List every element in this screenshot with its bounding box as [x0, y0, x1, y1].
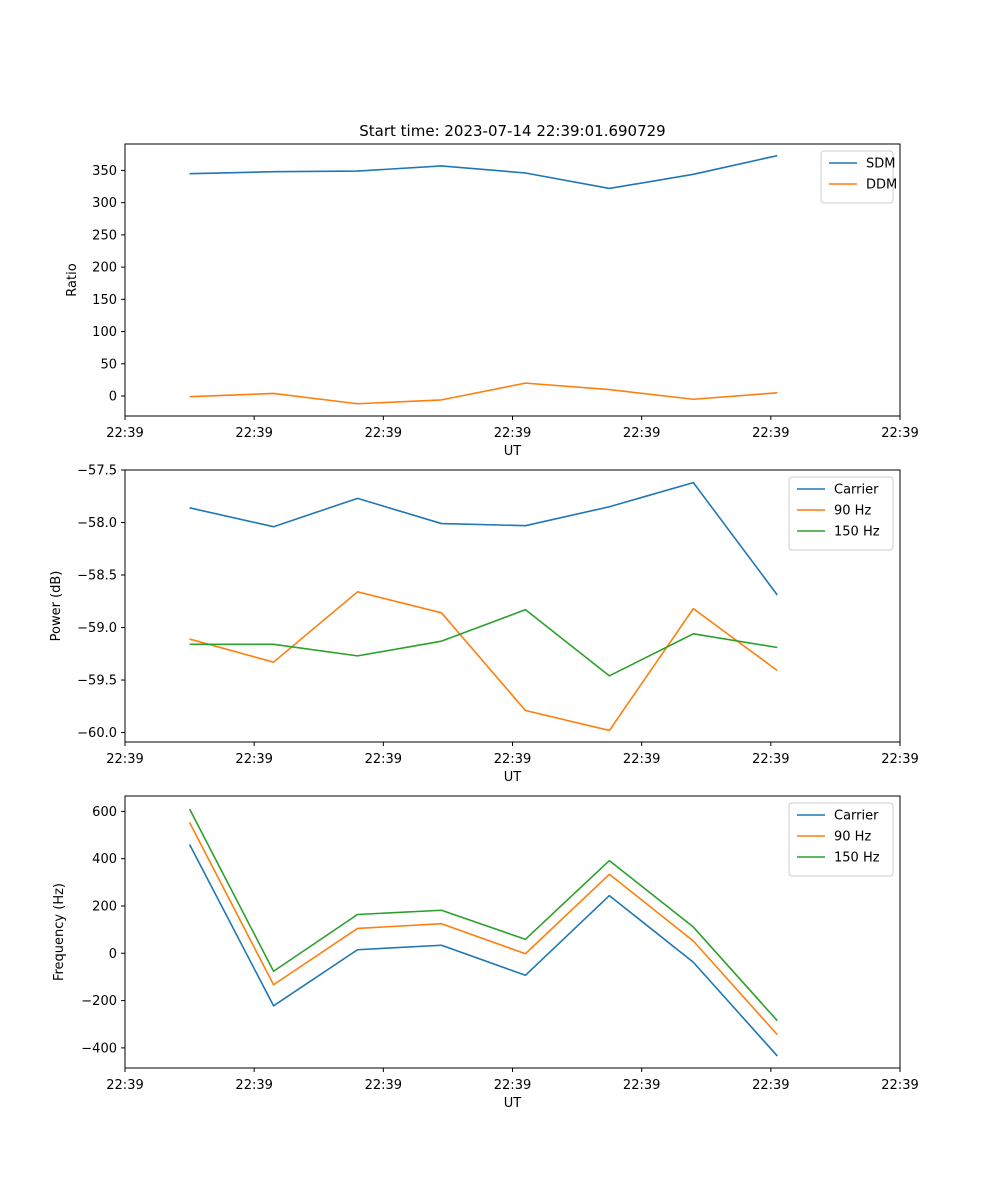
legend: Carrier 90 Hz 150 Hz: [788, 802, 894, 877]
axes-frame: [124, 469, 901, 743]
y-tick-label: 150: [92, 293, 117, 308]
legend: SDM DDM: [820, 150, 897, 204]
x-tick-label: 22:39: [494, 752, 531, 767]
x-axis-label: UT: [504, 770, 522, 785]
y-axis-label: Ratio: [65, 263, 80, 296]
legend-box: [820, 150, 894, 204]
y-tick-label: −57.5: [77, 464, 117, 479]
y-tick-label: −58.0: [77, 516, 117, 531]
y-tick-label: −58.5: [77, 569, 117, 584]
x-tick-label: 22:39: [494, 426, 531, 441]
y-axis-label: Power (dB): [49, 571, 64, 642]
legend-entry: Carrier: [834, 483, 879, 498]
series-line-ddm: [189, 382, 778, 405]
y-tick-label: 200: [92, 899, 117, 914]
x-tick-label: 22:39: [881, 1078, 918, 1093]
x-tick-label: 22:39: [106, 752, 143, 767]
legend-entry: SDM: [866, 157, 895, 172]
x-tick-label: 22:39: [623, 426, 660, 441]
y-tick-label: −59.5: [77, 674, 117, 689]
y-tick-label: −400: [81, 1041, 117, 1056]
y-axis-label: Frequency (Hz): [52, 883, 67, 981]
series-line-carrier: [189, 481, 778, 596]
y-tick-label: −59.0: [77, 621, 117, 636]
series-line-carrier: [188, 844, 778, 1057]
y-tick-label: 0: [109, 947, 117, 962]
y-tick-label: 200: [92, 261, 117, 276]
y-tick-label: 350: [92, 164, 117, 179]
x-tick-label: 22:39: [235, 1078, 272, 1093]
legend-entry: 90 Hz: [834, 504, 871, 519]
plot-ratio: 22:39 22:39 22:39 22:39 22:39 22:39 22:39 0 50 10…: [65, 143, 919, 459]
axes-frame: [124, 795, 901, 1069]
x-tick-label: 22:39: [881, 752, 918, 767]
y-tick-label: −200: [81, 994, 117, 1009]
y-tick-label: −60.0: [77, 726, 117, 741]
x-tick-label: 22:39: [623, 1078, 660, 1093]
legend-entry: 150 Hz: [834, 525, 880, 540]
y-tick-label: 600: [92, 805, 117, 820]
x-tick-label: 22:39: [752, 752, 789, 767]
y-tick-label: 0: [109, 390, 117, 405]
x-tick-label: 22:39: [365, 426, 402, 441]
x-axis-label: UT: [504, 444, 522, 459]
x-tick-label: 22:39: [881, 426, 918, 441]
x-tick-label: 22:39: [494, 1078, 531, 1093]
legend: Carrier 90 Hz 150 Hz: [788, 476, 894, 551]
x-tick-label: 22:39: [365, 752, 402, 767]
x-tick-label: 22:39: [235, 426, 272, 441]
x-axis-label: UT: [504, 1096, 522, 1111]
y-tick-label: 100: [92, 325, 117, 340]
axes-frame: [124, 143, 901, 417]
series-line-90-hz: [189, 591, 778, 732]
x-tick-label: 22:39: [623, 752, 660, 767]
legend-entry: 150 Hz: [834, 851, 880, 866]
plot-frequency: 22:39 22:39 22:39 22:39 22:39 22:39 22:39 −400 −…: [52, 795, 919, 1111]
series-line-90-hz: [188, 822, 778, 1036]
chart-title: Start time: 2023-07-14 22:39:01.690729: [359, 122, 665, 140]
series-line-150-hz: [189, 608, 778, 677]
y-tick-label: 250: [92, 228, 117, 243]
legend-entry: 90 Hz: [834, 830, 871, 845]
x-tick-label: 22:39: [235, 752, 272, 767]
y-tick-label: 300: [92, 196, 117, 211]
series-line-sdm: [189, 154, 778, 190]
series-line-150-hz: [188, 808, 778, 1022]
x-tick-label: 22:39: [752, 426, 789, 441]
x-tick-label: 22:39: [106, 426, 143, 441]
legend-entry: DDM: [866, 178, 897, 193]
x-tick-label: 22:39: [106, 1078, 143, 1093]
x-tick-label: 22:39: [752, 1078, 789, 1093]
x-tick-label: 22:39: [365, 1078, 402, 1093]
y-tick-label: 50: [100, 357, 117, 372]
y-tick-label: 400: [92, 852, 117, 867]
legend-entry: Carrier: [834, 809, 879, 824]
plot-power: 22:39 22:39 22:39 22:39 22:39 22:39 22:39 −60.0…: [49, 464, 919, 786]
